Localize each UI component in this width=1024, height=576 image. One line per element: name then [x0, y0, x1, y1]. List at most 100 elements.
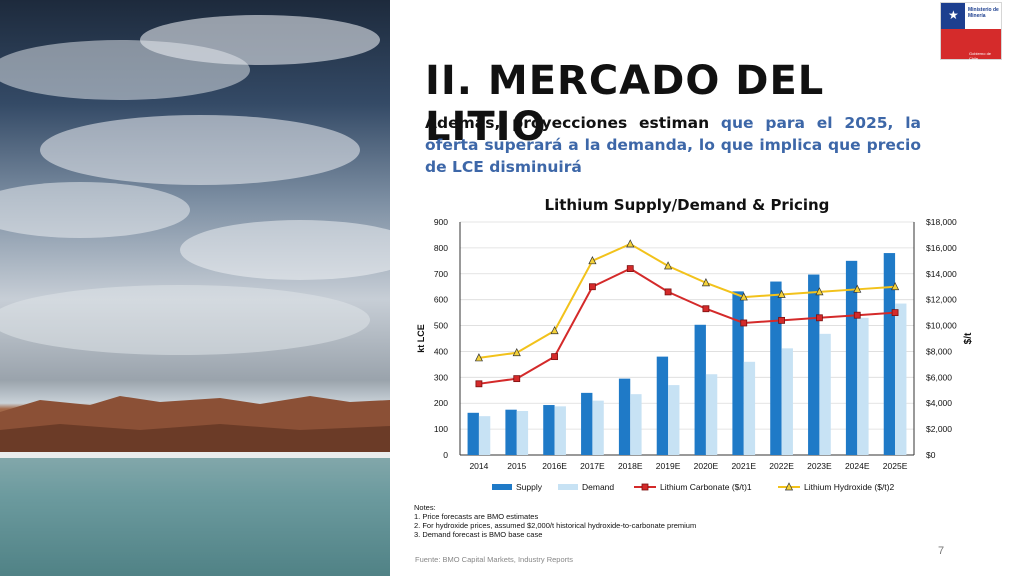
note-2: 2. For hydroxide prices, assumed $2,000/…	[414, 521, 697, 530]
y-tick-label: 100	[434, 424, 448, 434]
carbonate-point	[664, 288, 672, 296]
hydroxide-point	[474, 353, 483, 362]
x-tick-label: 2023E	[807, 461, 832, 471]
x-tick-label: 2024E	[845, 461, 870, 471]
legend-swatch	[492, 484, 512, 490]
bar-supply	[732, 291, 744, 455]
subtitle-highlight: que para el 2025, la oferta superará a l…	[425, 114, 921, 176]
carbonate-point	[853, 311, 861, 319]
notes-heading: Notes:	[414, 503, 436, 512]
y-tick-label: 400	[434, 346, 448, 356]
hydroxide-point	[891, 281, 900, 291]
hydroxide-point	[853, 284, 862, 293]
y-tick-label: 600	[434, 295, 448, 305]
x-tick-label: 2016E	[542, 461, 567, 471]
bar-supply	[543, 405, 555, 455]
x-tick-label: 2021E	[731, 461, 756, 471]
x-tick-label: 2014	[469, 461, 488, 471]
chart-title: Lithium Supply/Demand & Pricing	[545, 196, 830, 214]
x-tick-label: 2018E	[618, 461, 643, 471]
legend-swatch	[558, 484, 578, 490]
landscape-illustration	[0, 15, 390, 576]
carbonate-point	[891, 309, 899, 317]
slide-subtitle: Además, proyecciones estiman que para el…	[425, 112, 921, 178]
carbonate-point	[740, 319, 748, 327]
y2-tick-label: $18,000	[926, 217, 957, 227]
bar-supply	[656, 356, 669, 455]
y2-tick-label: $0	[926, 450, 936, 460]
x-tick-label: 2025E	[883, 461, 908, 471]
bar-demand	[592, 400, 604, 455]
legend-label: Supply	[516, 482, 543, 492]
carbonate-point	[513, 375, 521, 383]
bar-demand	[554, 406, 566, 455]
y-tick-label: 500	[434, 321, 448, 331]
bar-demand	[630, 394, 642, 455]
source-note: Fuente: BMO Capital Markets, Industry Re…	[415, 555, 573, 564]
carbonate-point	[475, 380, 483, 388]
ministry-logo: ★ Ministerio de Minería Gobierno de Chil…	[940, 2, 1002, 61]
bar-demand	[743, 361, 756, 455]
hydroxide-point	[626, 239, 635, 248]
carbonate-point	[816, 314, 823, 322]
legend-marker	[641, 483, 649, 491]
bar-supply	[505, 409, 517, 455]
bar-supply	[883, 253, 896, 455]
y-axis-label: kt LCE	[416, 324, 426, 353]
bar-demand	[516, 410, 529, 455]
hydroxide-point	[777, 289, 786, 298]
bar-supply	[808, 274, 820, 455]
salt-flat-photo	[0, 0, 390, 576]
star-icon: ★	[948, 8, 959, 22]
hydroxide-point	[815, 287, 824, 296]
page-number: 7	[938, 545, 945, 557]
y-tick-label: 800	[434, 243, 448, 253]
bar-supply	[581, 392, 593, 455]
legend-label: Demand	[582, 482, 614, 492]
logo-government-text: Gobierno de Chile	[969, 51, 992, 61]
legend-label: Lithium Carbonate ($/t)1	[660, 482, 752, 492]
y2-tick-label: $4,000	[926, 398, 952, 408]
carbonate-point	[626, 265, 634, 272]
y2-tick-label: $6,000	[926, 372, 952, 382]
logo-red-block	[941, 29, 1001, 59]
carbonate-point	[702, 305, 710, 313]
hydroxide-point	[512, 347, 521, 357]
logo-ministry-text: Ministerio de Minería	[968, 7, 999, 19]
hydroxide-point	[550, 325, 559, 335]
bar-supply	[694, 324, 706, 455]
note-1: 1. Price forecasts are BMO estimates	[414, 512, 539, 521]
y2-tick-label: $8,000	[926, 346, 952, 356]
y-tick-label: 300	[434, 372, 448, 382]
bar-demand	[668, 385, 680, 455]
y2-tick-label: $2,000	[926, 424, 952, 434]
y-tick-label: 900	[434, 217, 448, 227]
x-tick-label: 2022E	[769, 461, 794, 471]
x-tick-label: 2015	[507, 461, 526, 471]
y2-tick-label: $14,000	[926, 269, 957, 279]
bar-demand	[819, 333, 831, 455]
y-tick-label: 200	[434, 398, 448, 408]
hydroxide-point	[739, 292, 748, 301]
legend-label: Lithium Hydroxide ($/t)2	[804, 482, 895, 492]
x-tick-label: 2020E	[694, 461, 719, 471]
y2-axis-label: $/t	[963, 332, 974, 344]
y-tick-label: 0	[443, 450, 448, 460]
bar-supply	[618, 378, 631, 455]
bar-demand	[781, 348, 793, 455]
bar-demand	[895, 303, 907, 455]
bar-supply	[845, 260, 858, 455]
bar-demand	[705, 374, 718, 455]
y2-tick-label: $12,000	[926, 295, 957, 305]
y-tick-label: 700	[434, 269, 448, 279]
hydroxide-point	[588, 256, 597, 265]
chart-notes: Notes: 1. Price forecasts are BMO estima…	[414, 503, 696, 539]
carbonate-point	[589, 283, 596, 291]
carbonate-point	[778, 316, 785, 324]
bar-demand	[857, 317, 869, 455]
hydroxide-point	[664, 261, 673, 270]
carbonate-point	[551, 353, 558, 361]
y2-tick-label: $16,000	[926, 243, 957, 253]
bar-demand	[478, 416, 491, 455]
lithium-chart: Lithium Supply/Demand & Pricing 0 100 200 30…	[416, 196, 974, 492]
